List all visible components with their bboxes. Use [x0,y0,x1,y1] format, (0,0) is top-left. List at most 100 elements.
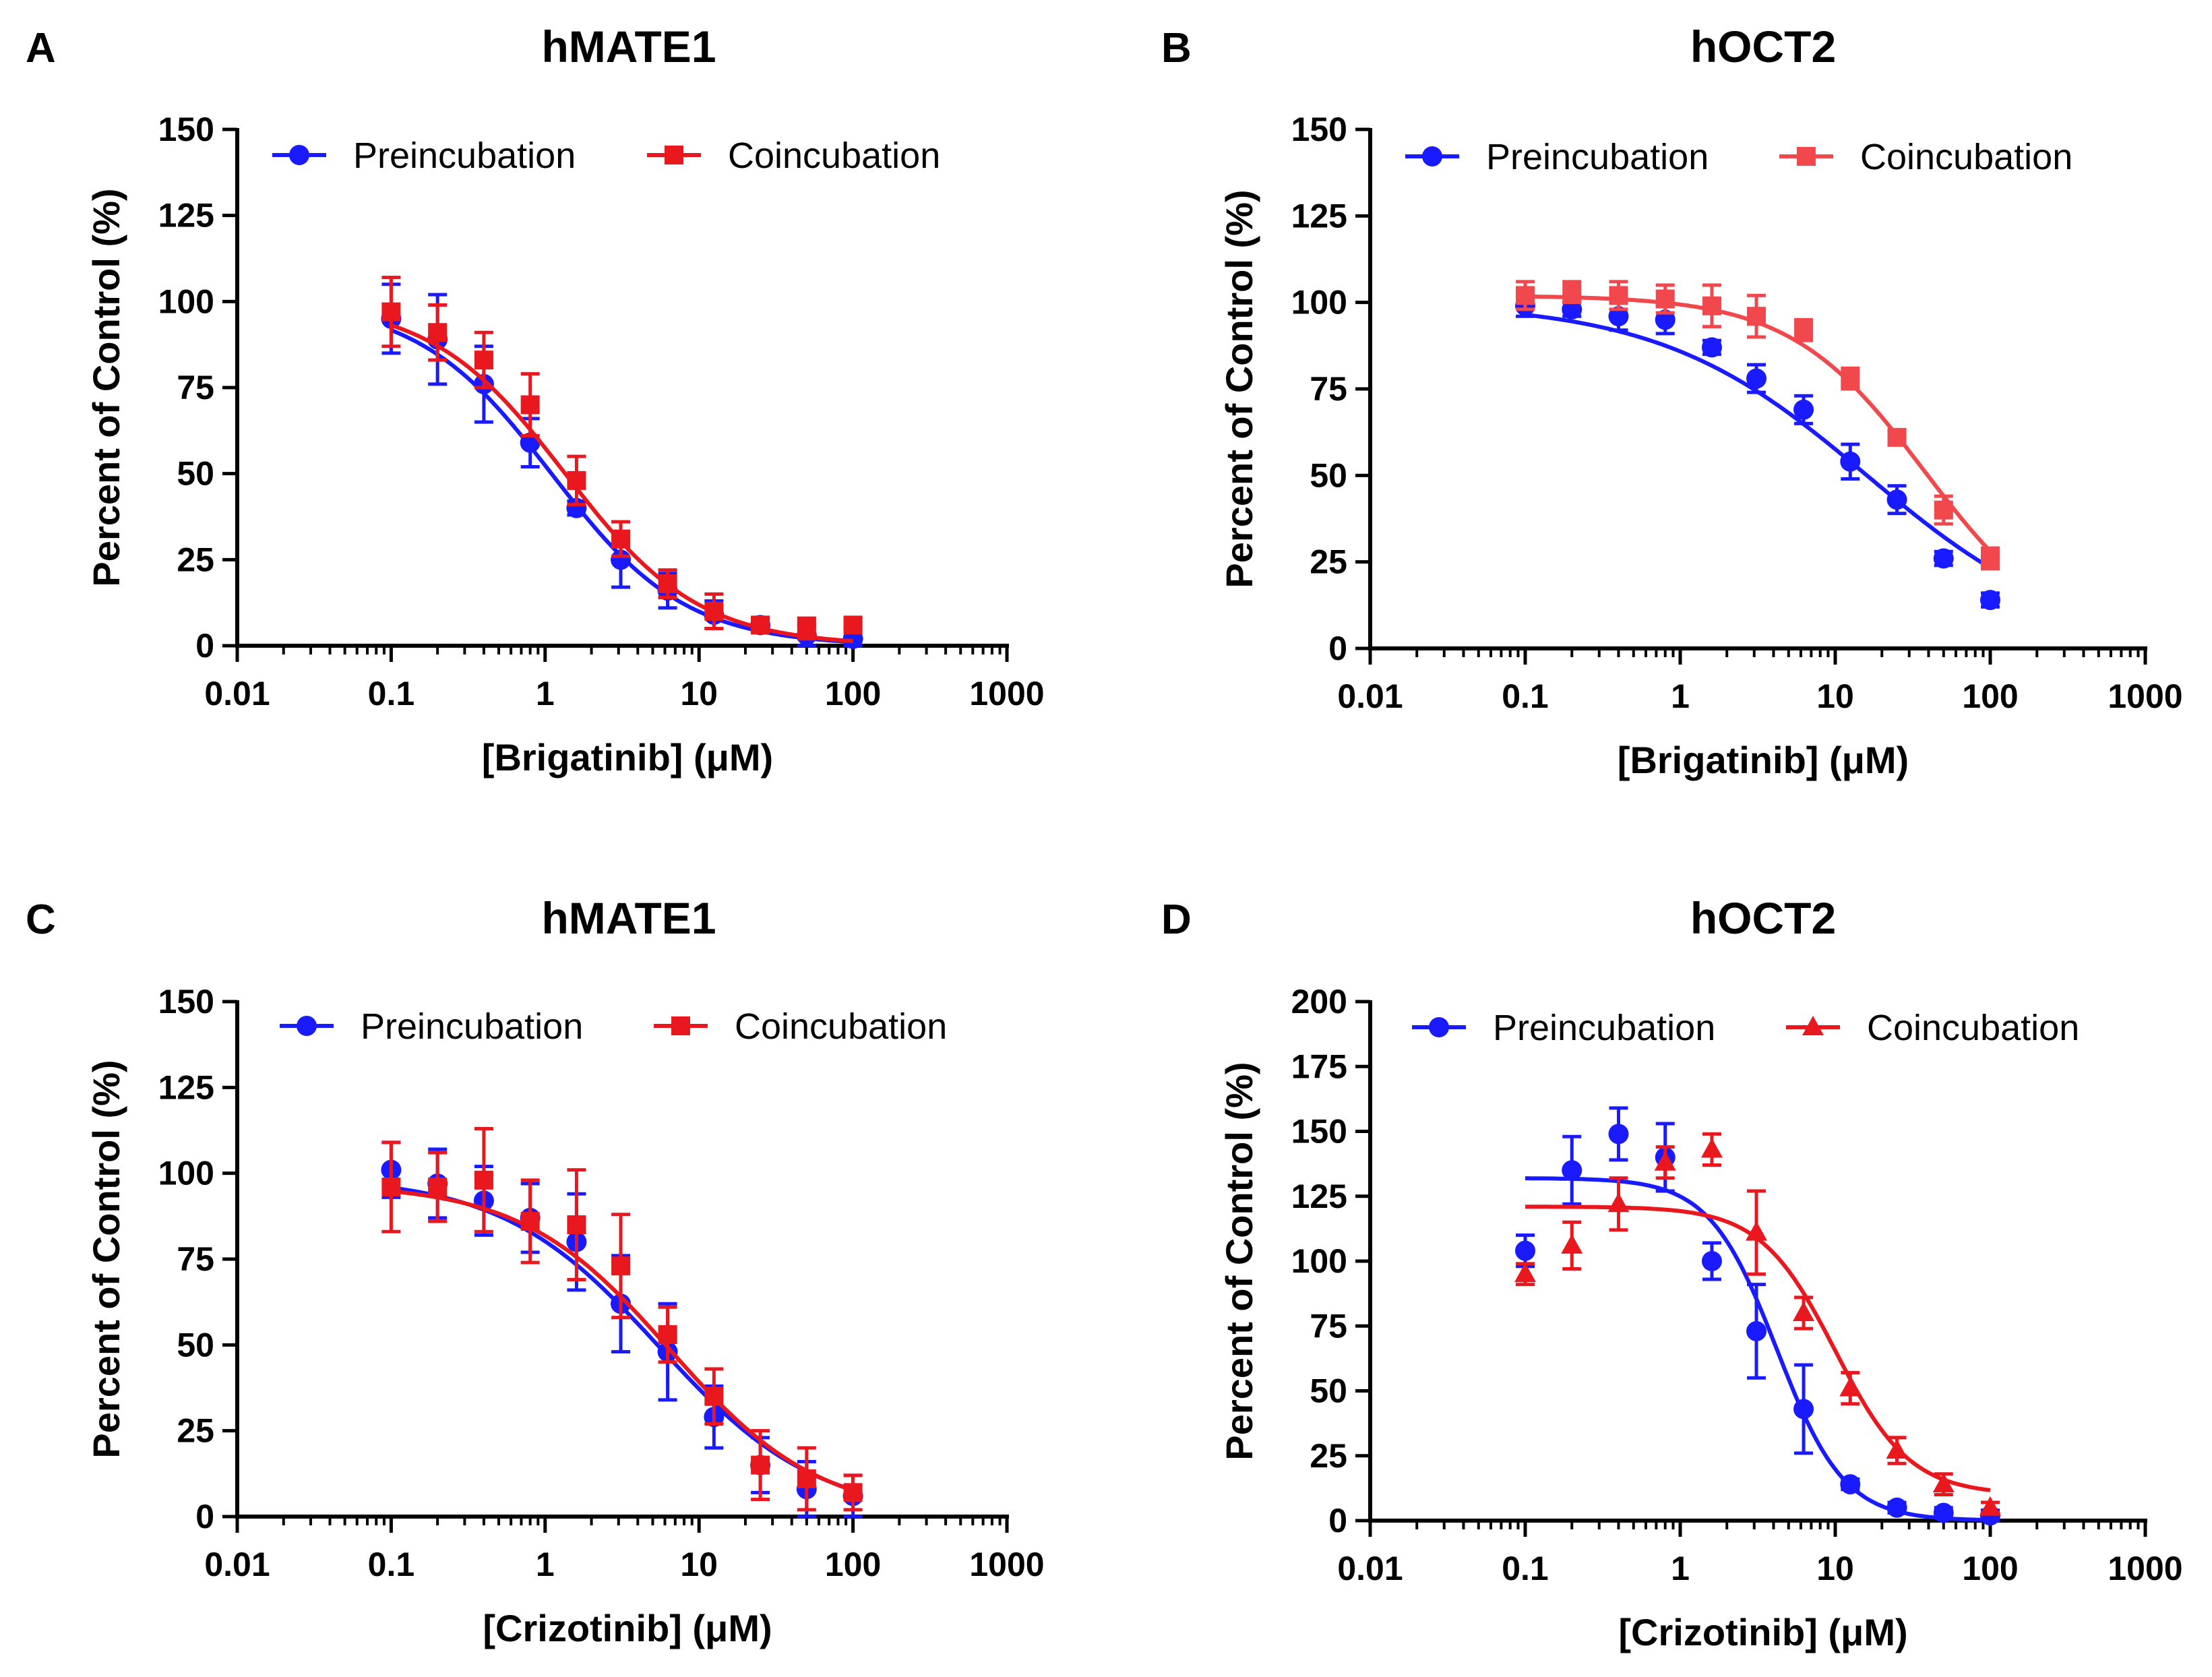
data-point [843,1483,863,1502]
data-point [520,1211,540,1231]
x-axis-label: [Brigatinib] (μM) [482,736,773,779]
legend-marker [1797,147,1816,166]
y-axis-label: Percent of Control (%) [1218,1062,1260,1460]
x-tick-label: 100 [1962,1550,2018,1587]
data-point [428,323,448,342]
legend-label: Coincubation [735,1006,947,1047]
y-tick-label: 50 [177,455,214,493]
y-tick-label: 50 [1310,1372,1347,1410]
data-point [1793,1399,1814,1420]
data-point [1701,1251,1722,1271]
y-tick-label: 75 [1310,370,1347,408]
data-point [1886,489,1907,510]
legend: Preincubation Coincubation [1412,1008,2079,1048]
data-point [1934,500,1953,520]
data-point [1608,1124,1629,1145]
data-point [658,1325,677,1345]
legend-marker [297,1016,317,1036]
legend-label: Coincubation [1860,137,2072,177]
y-tick-label: 75 [177,369,214,406]
data-point [1746,1221,1768,1241]
data-point [797,1469,816,1488]
y-tick-label: 0 [1328,630,1347,667]
x-tick-label: 1000 [2108,1550,2182,1587]
x-tick-label: 10 [1816,1550,1854,1587]
data-point [1655,309,1676,330]
legend-label: Preincubation [353,135,576,176]
data-point [1933,1502,1954,1523]
data-point [474,1170,493,1190]
data-point [1794,320,1814,340]
chart-title: hOCT2 [1690,893,1836,943]
x-tick-label: 0.01 [1337,677,1403,715]
x-tick-label: 10 [680,675,718,712]
x-tick-label: 0.1 [1502,677,1549,715]
legend-label: Coincubation [728,135,940,176]
data-point [1841,369,1860,388]
data-point [751,1455,770,1475]
data-point [1562,1160,1583,1181]
y-tick-label: 125 [158,1068,214,1106]
y-tick-label: 0 [1328,1502,1347,1539]
x-tick-label: 1 [1671,677,1690,715]
data-point [1702,296,1721,315]
chart-title: hMATE1 [541,893,716,943]
x-tick-label: 0.01 [204,675,270,712]
data-point [1932,1473,1955,1493]
data-point [1840,1474,1861,1495]
legend-marker [289,145,309,165]
panel-letter: D [1161,896,1192,943]
y-tick-label: 50 [177,1326,214,1364]
data-point [1515,1240,1535,1261]
data-point [611,529,631,549]
data-point [611,1256,631,1276]
legend: Preincubation Coincubation [1405,137,2072,177]
data-point [1793,399,1814,420]
data-point [1746,1320,1767,1341]
x-tick-label: 1 [536,675,555,712]
legend-marker [665,146,683,164]
data-point [1886,1439,1908,1459]
x-tick-label: 1000 [969,675,1044,712]
chart-title: hMATE1 [541,22,716,71]
data-point [843,615,863,635]
y-axis-label: Percent of Control (%) [1218,189,1260,588]
x-tick-label: 1 [1671,1550,1690,1587]
y-tick-label: 100 [158,282,214,320]
y-axis-label: Percent of Control (%) [85,188,127,586]
legend-marker [1422,146,1442,166]
data-point [381,1178,401,1197]
data-point [797,619,816,638]
data-point [1655,289,1675,309]
x-tick-label: 10 [1816,677,1854,715]
data-point [474,350,493,370]
y-tick-label: 50 [1310,456,1347,494]
x-axis-label: [Crizotinib] (μM) [483,1607,772,1649]
x-axis-label: [Crizotinib] (μM) [1618,1611,1907,1653]
y-tick-label: 75 [177,1240,214,1278]
data-point [704,601,724,621]
series-coincubation [1516,280,2000,571]
data-point [1839,1376,1862,1397]
series-coincubation [381,1126,863,1512]
panel-letter: A [26,25,56,71]
legend-label: Coincubation [1867,1008,2079,1048]
y-tick-label: 200 [1291,983,1347,1020]
legend-marker [671,1016,690,1035]
x-tick-label: 10 [680,1546,718,1583]
data-point [1980,590,2000,611]
legend-label: Preincubation [1493,1008,1715,1048]
data-point [1514,1262,1536,1283]
data-point [520,395,540,415]
y-tick-label: 100 [158,1155,214,1192]
x-tick-label: 0.1 [1502,1550,1549,1587]
y-tick-label: 125 [1291,197,1347,235]
panel-letter: B [1161,25,1192,71]
x-tick-label: 1000 [2108,677,2182,715]
y-tick-label: 100 [1291,284,1347,322]
x-tick-label: 0.01 [1337,1550,1403,1587]
